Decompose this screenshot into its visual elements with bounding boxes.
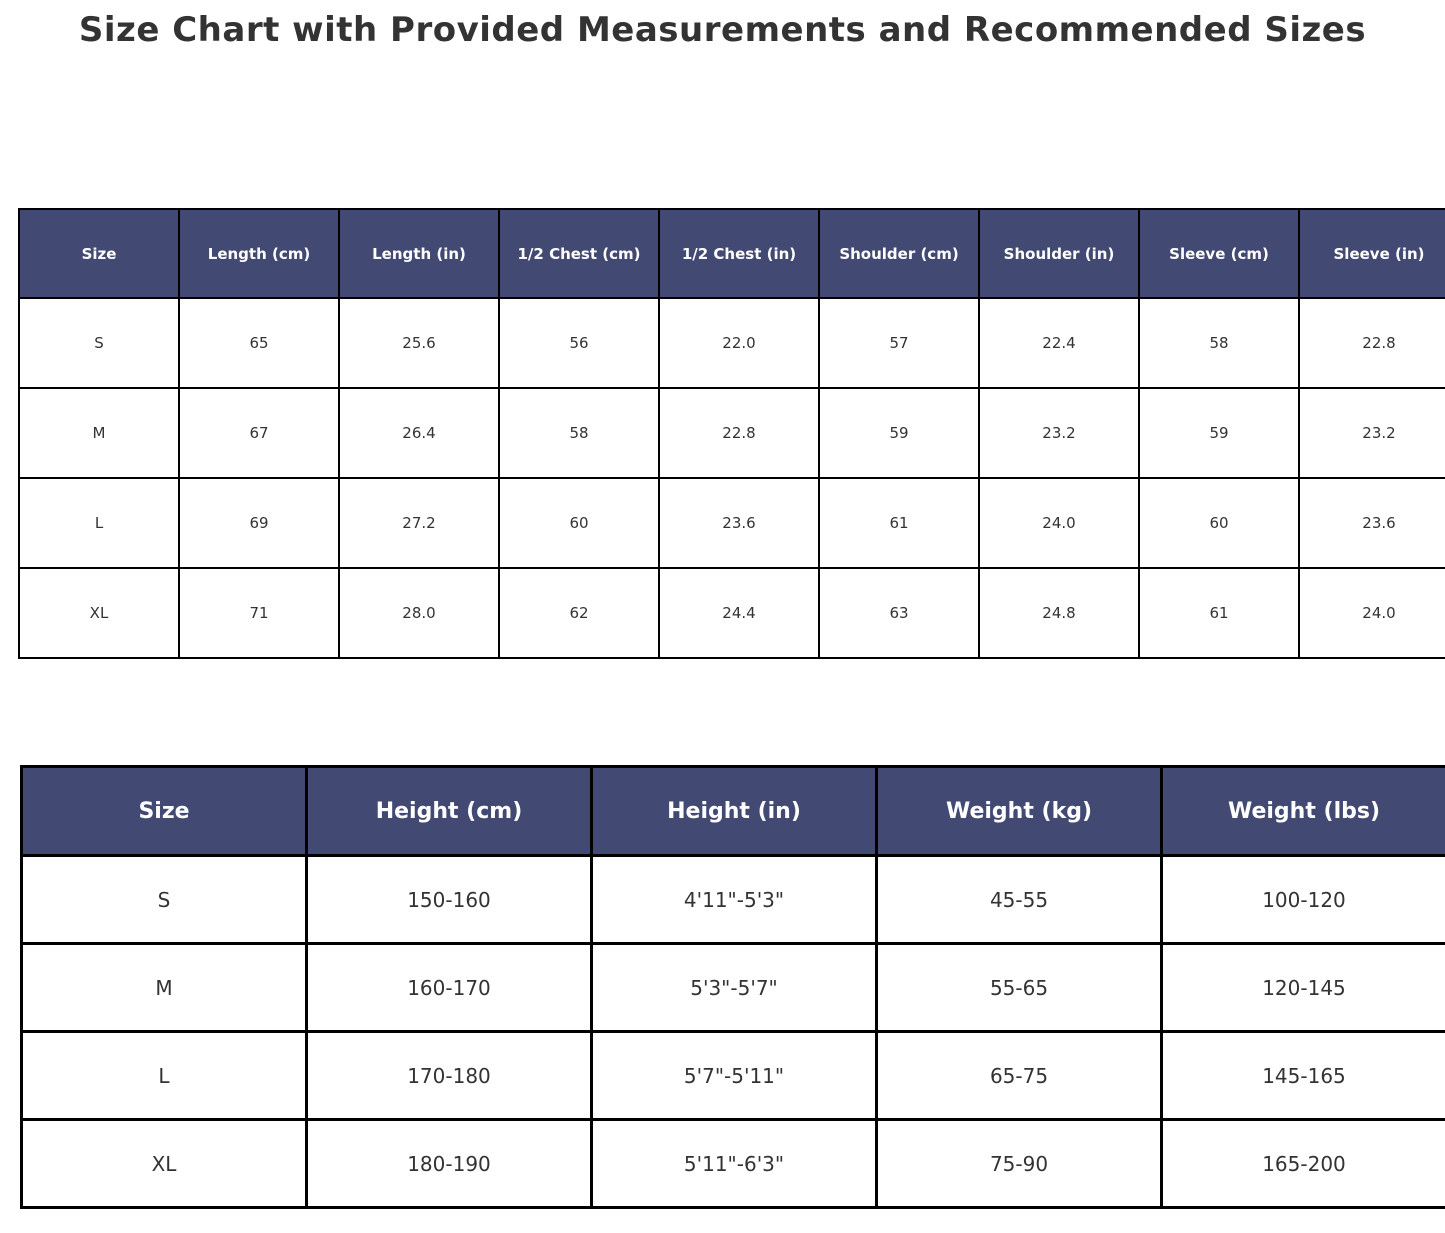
table-row-s: S 65 25.6 56 22.0 57 22.4 58 22.8	[18, 297, 1445, 389]
table-cell: 25.6	[338, 297, 500, 389]
table-cell: 22.4	[978, 297, 1140, 389]
table-cell: 150-160	[305, 854, 593, 945]
measurements-table: Size Length (cm) Length (in) 1/2 Chest (…	[18, 208, 1445, 659]
column-header-half-chest-in: 1/2 Chest (in)	[658, 208, 820, 299]
table-cell: 180-190	[305, 1118, 593, 1209]
table-cell: 59	[818, 387, 980, 479]
measurements-header-row: Size Length (cm) Length (in) 1/2 Chest (…	[18, 208, 1445, 299]
recommended-header-row: Size Height (cm) Height (in) Weight (kg)…	[20, 765, 1445, 857]
table-cell: XL	[18, 567, 180, 659]
table-cell: 55-65	[875, 942, 1163, 1033]
table-cell: 61	[818, 477, 980, 569]
table-cell: 5'11"-6'3"	[590, 1118, 878, 1209]
column-header-size: Size	[18, 208, 180, 299]
table-row-l: L 170-180 5'7"-5'11" 65-75 145-165	[20, 1030, 1445, 1121]
column-header-size: Size	[20, 765, 308, 857]
column-header-shoulder-cm: Shoulder (cm)	[818, 208, 980, 299]
table-cell: M	[18, 387, 180, 479]
table-cell: L	[20, 1030, 308, 1121]
table-cell: 23.6	[658, 477, 820, 569]
column-header-height-in: Height (in)	[590, 765, 878, 857]
table-cell: 23.2	[978, 387, 1140, 479]
table-cell: 58	[498, 387, 660, 479]
table-cell: 5'3"-5'7"	[590, 942, 878, 1033]
table-cell: M	[20, 942, 308, 1033]
table-cell: 24.0	[1298, 567, 1445, 659]
table-cell: 160-170	[305, 942, 593, 1033]
table-cell: 5'7"-5'11"	[590, 1030, 878, 1121]
column-header-half-chest-cm: 1/2 Chest (cm)	[498, 208, 660, 299]
table-cell: 75-90	[875, 1118, 1163, 1209]
table-cell: 62	[498, 567, 660, 659]
table-cell: 56	[498, 297, 660, 389]
table-cell: 60	[1138, 477, 1300, 569]
table-cell: 22.8	[658, 387, 820, 479]
column-header-height-cm: Height (cm)	[305, 765, 593, 857]
table-cell: 145-165	[1160, 1030, 1445, 1121]
column-header-length-cm: Length (cm)	[178, 208, 340, 299]
table-row-xl: XL 180-190 5'11"-6'3" 75-90 165-200	[20, 1118, 1445, 1209]
table-cell: 24.0	[978, 477, 1140, 569]
recommended-sizes-table: Size Height (cm) Height (in) Weight (kg)…	[20, 765, 1445, 1209]
column-header-weight-lbs: Weight (lbs)	[1160, 765, 1445, 857]
table-cell: 27.2	[338, 477, 500, 569]
table-cell: 24.4	[658, 567, 820, 659]
table-cell: 67	[178, 387, 340, 479]
table-cell: 65-75	[875, 1030, 1163, 1121]
table-cell: 23.2	[1298, 387, 1445, 479]
table-row-m: M 160-170 5'3"-5'7" 55-65 120-145	[20, 942, 1445, 1033]
table-cell: 100-120	[1160, 854, 1445, 945]
table-cell: 45-55	[875, 854, 1163, 945]
column-header-shoulder-in: Shoulder (in)	[978, 208, 1140, 299]
table-row-xl: XL 71 28.0 62 24.4 63 24.8 61 24.0	[18, 567, 1445, 659]
column-header-sleeve-in: Sleeve (in)	[1298, 208, 1445, 299]
table-cell: 120-145	[1160, 942, 1445, 1033]
column-header-sleeve-cm: Sleeve (cm)	[1138, 208, 1300, 299]
column-header-length-in: Length (in)	[338, 208, 500, 299]
table-cell: 65	[178, 297, 340, 389]
table-cell: 4'11"-5'3"	[590, 854, 878, 945]
column-header-weight-kg: Weight (kg)	[875, 765, 1163, 857]
page-title: Size Chart with Provided Measurements an…	[78, 10, 1367, 50]
table-cell: 22.0	[658, 297, 820, 389]
table-cell: 165-200	[1160, 1118, 1445, 1209]
table-cell: S	[18, 297, 180, 389]
table-cell: XL	[20, 1118, 308, 1209]
table-cell: 57	[818, 297, 980, 389]
table-cell: 61	[1138, 567, 1300, 659]
table-cell: 24.8	[978, 567, 1140, 659]
table-cell: 22.8	[1298, 297, 1445, 389]
table-row-s: S 150-160 4'11"-5'3" 45-55 100-120	[20, 854, 1445, 945]
table-row-l: L 69 27.2 60 23.6 61 24.0 60 23.6	[18, 477, 1445, 569]
table-cell: 63	[818, 567, 980, 659]
table-cell: 59	[1138, 387, 1300, 479]
table-cell: 60	[498, 477, 660, 569]
table-cell: 71	[178, 567, 340, 659]
table-cell: L	[18, 477, 180, 569]
table-row-m: M 67 26.4 58 22.8 59 23.2 59 23.2	[18, 387, 1445, 479]
table-cell: 170-180	[305, 1030, 593, 1121]
table-cell: S	[20, 854, 308, 945]
table-cell: 23.6	[1298, 477, 1445, 569]
table-cell: 28.0	[338, 567, 500, 659]
table-cell: 69	[178, 477, 340, 569]
table-cell: 58	[1138, 297, 1300, 389]
table-cell: 26.4	[338, 387, 500, 479]
